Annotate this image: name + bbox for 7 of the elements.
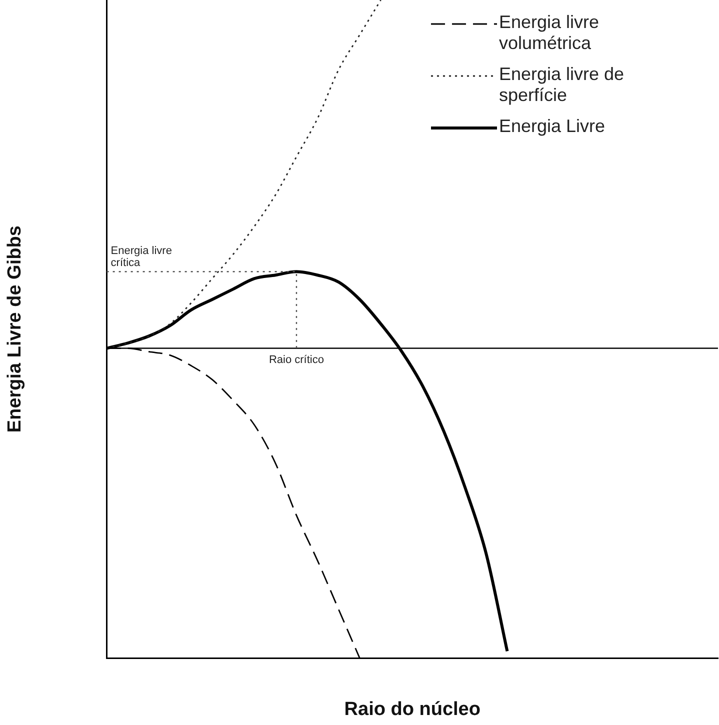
legend-label: Energia livre volumétrica (499, 12, 600, 54)
y-axis-title: Energia Livre de Gibbs (4, 226, 26, 433)
legend-label: Energia Livre (499, 116, 606, 137)
x-axis-title: Raio do núcleo (344, 698, 480, 720)
ref-line-label: Energia livre crítica (110, 245, 172, 270)
annotation: Raio crítico (268, 354, 324, 366)
legend-label: Energia livre de sperfície (499, 64, 626, 106)
